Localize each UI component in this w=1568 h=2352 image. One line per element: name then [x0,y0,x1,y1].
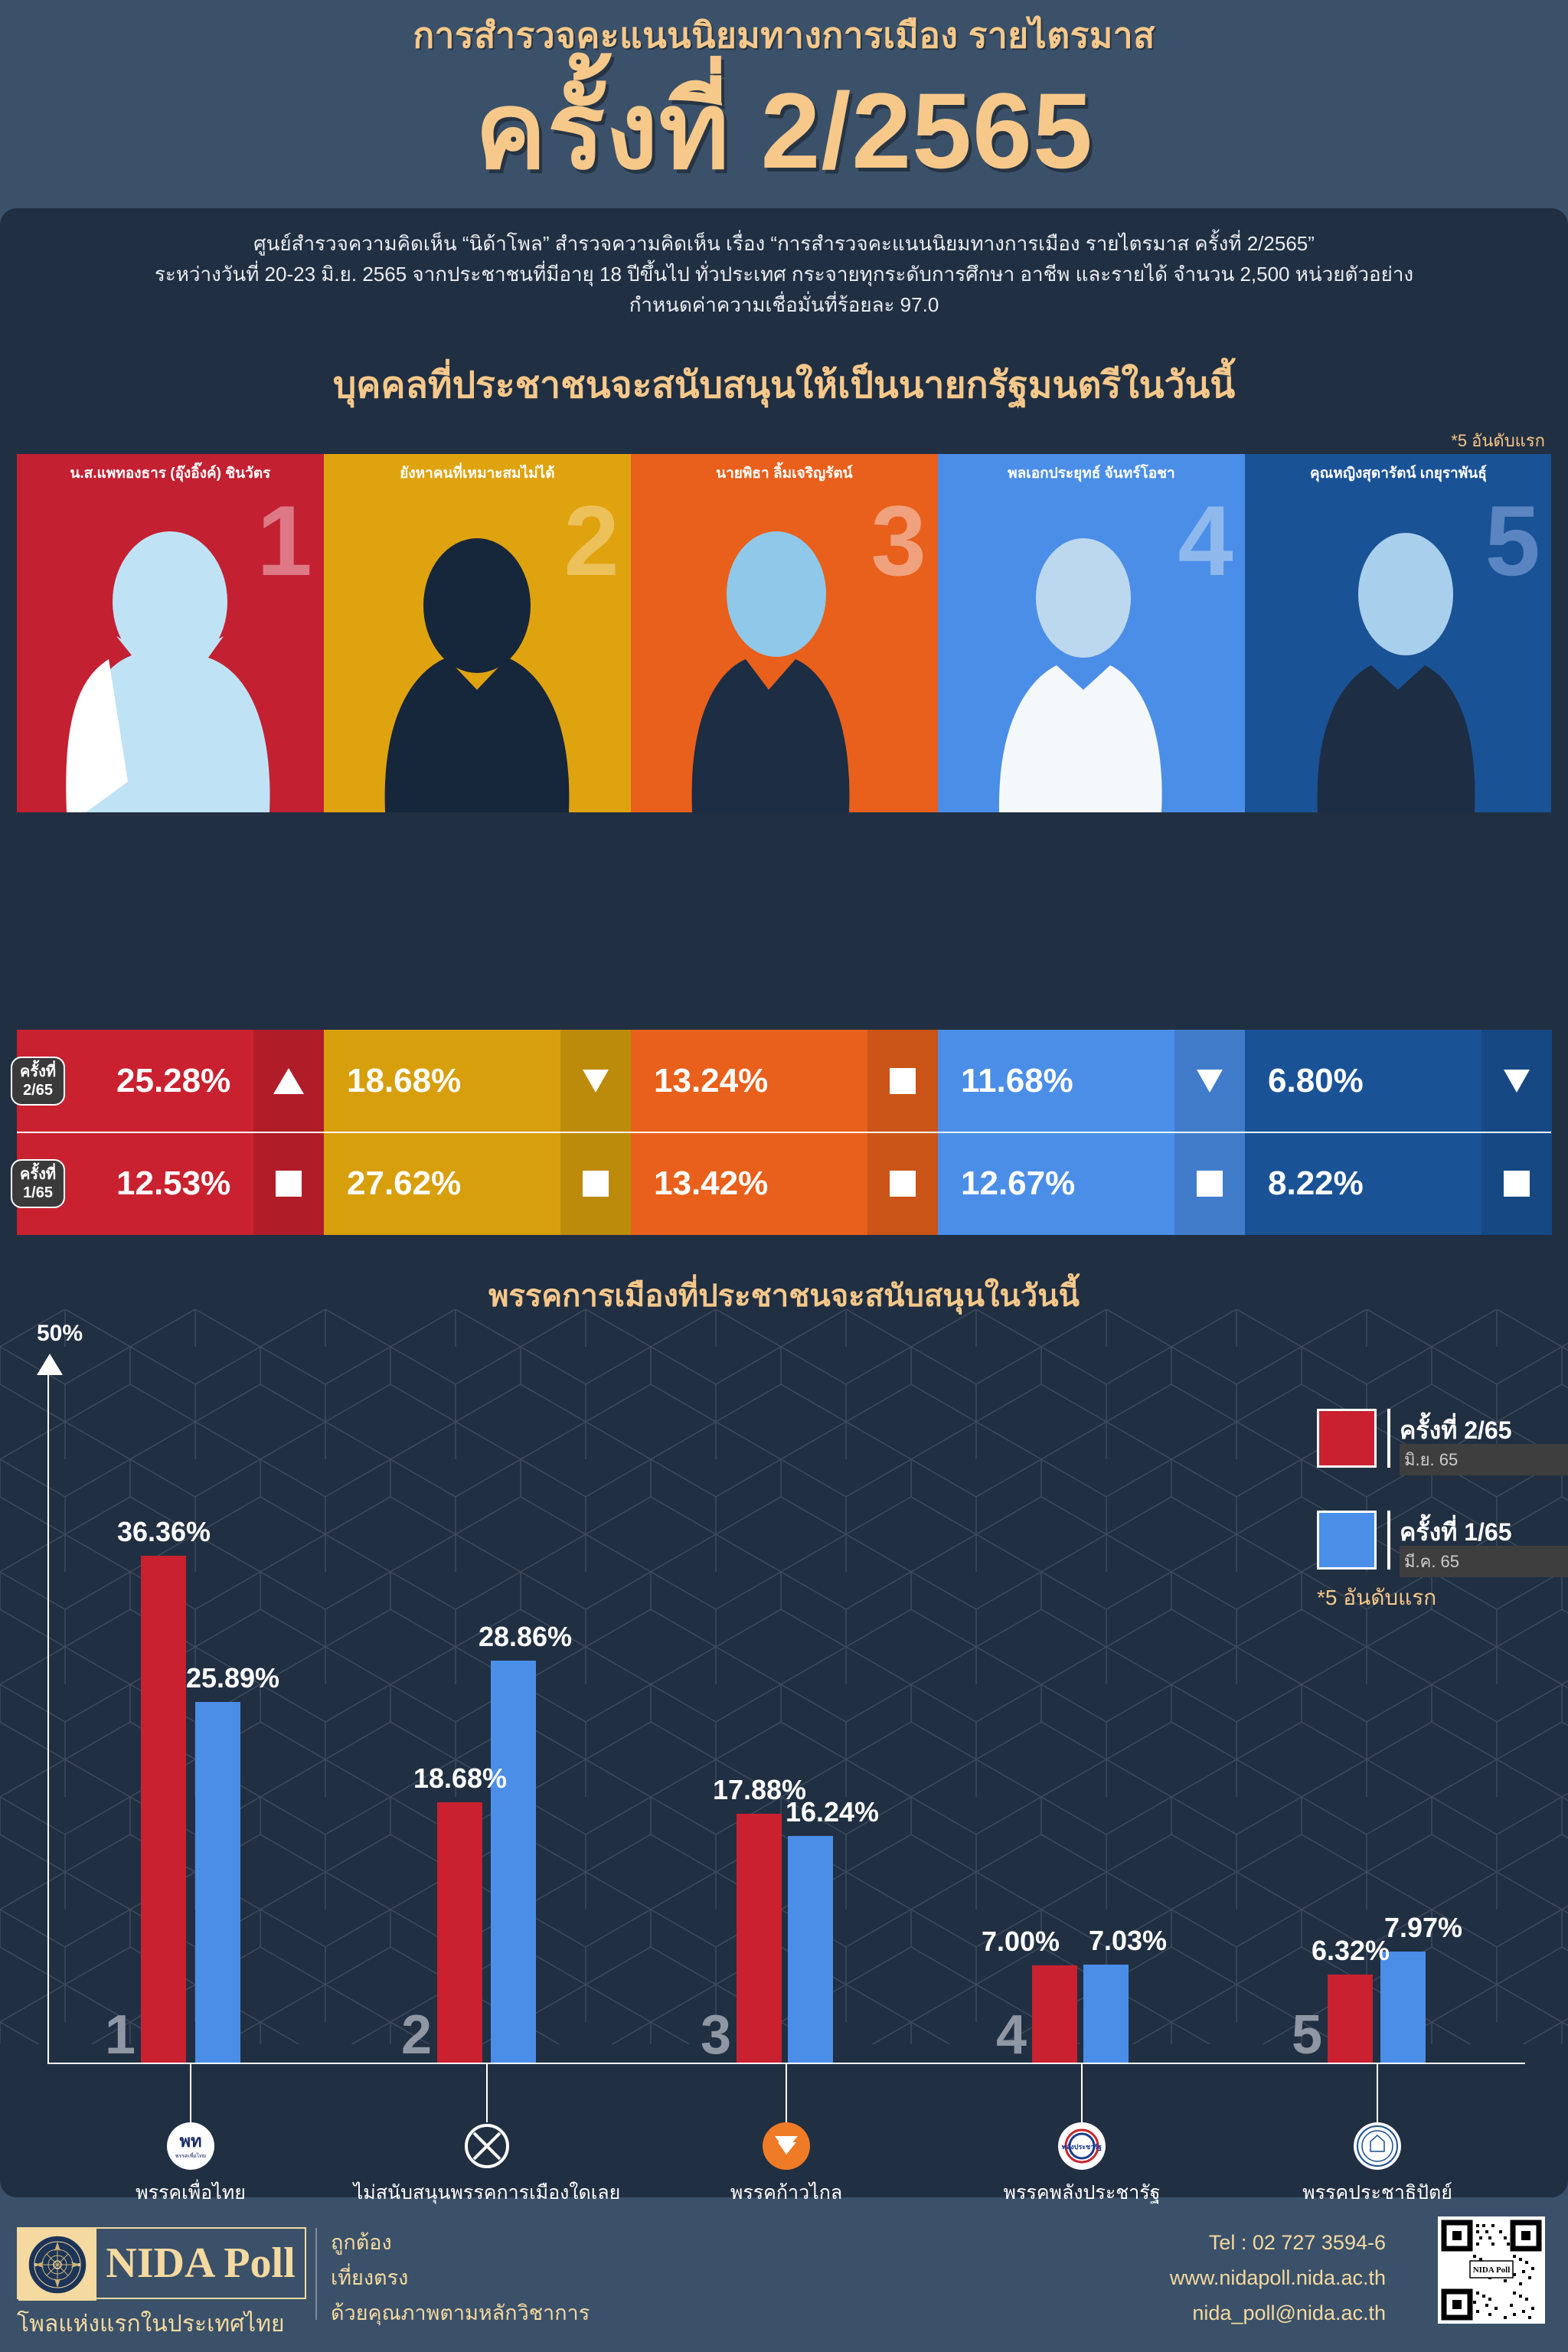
svg-text:พลังประชารัฐ: พลังประชารัฐ [1062,2143,1102,2151]
svg-text:พท: พท [179,2132,201,2151]
svg-text:พรรคเพื่อไทย: พรรคเพื่อไทย [175,2152,206,2159]
svg-text:NIDA Poll: NIDA Poll [1473,2265,1511,2275]
